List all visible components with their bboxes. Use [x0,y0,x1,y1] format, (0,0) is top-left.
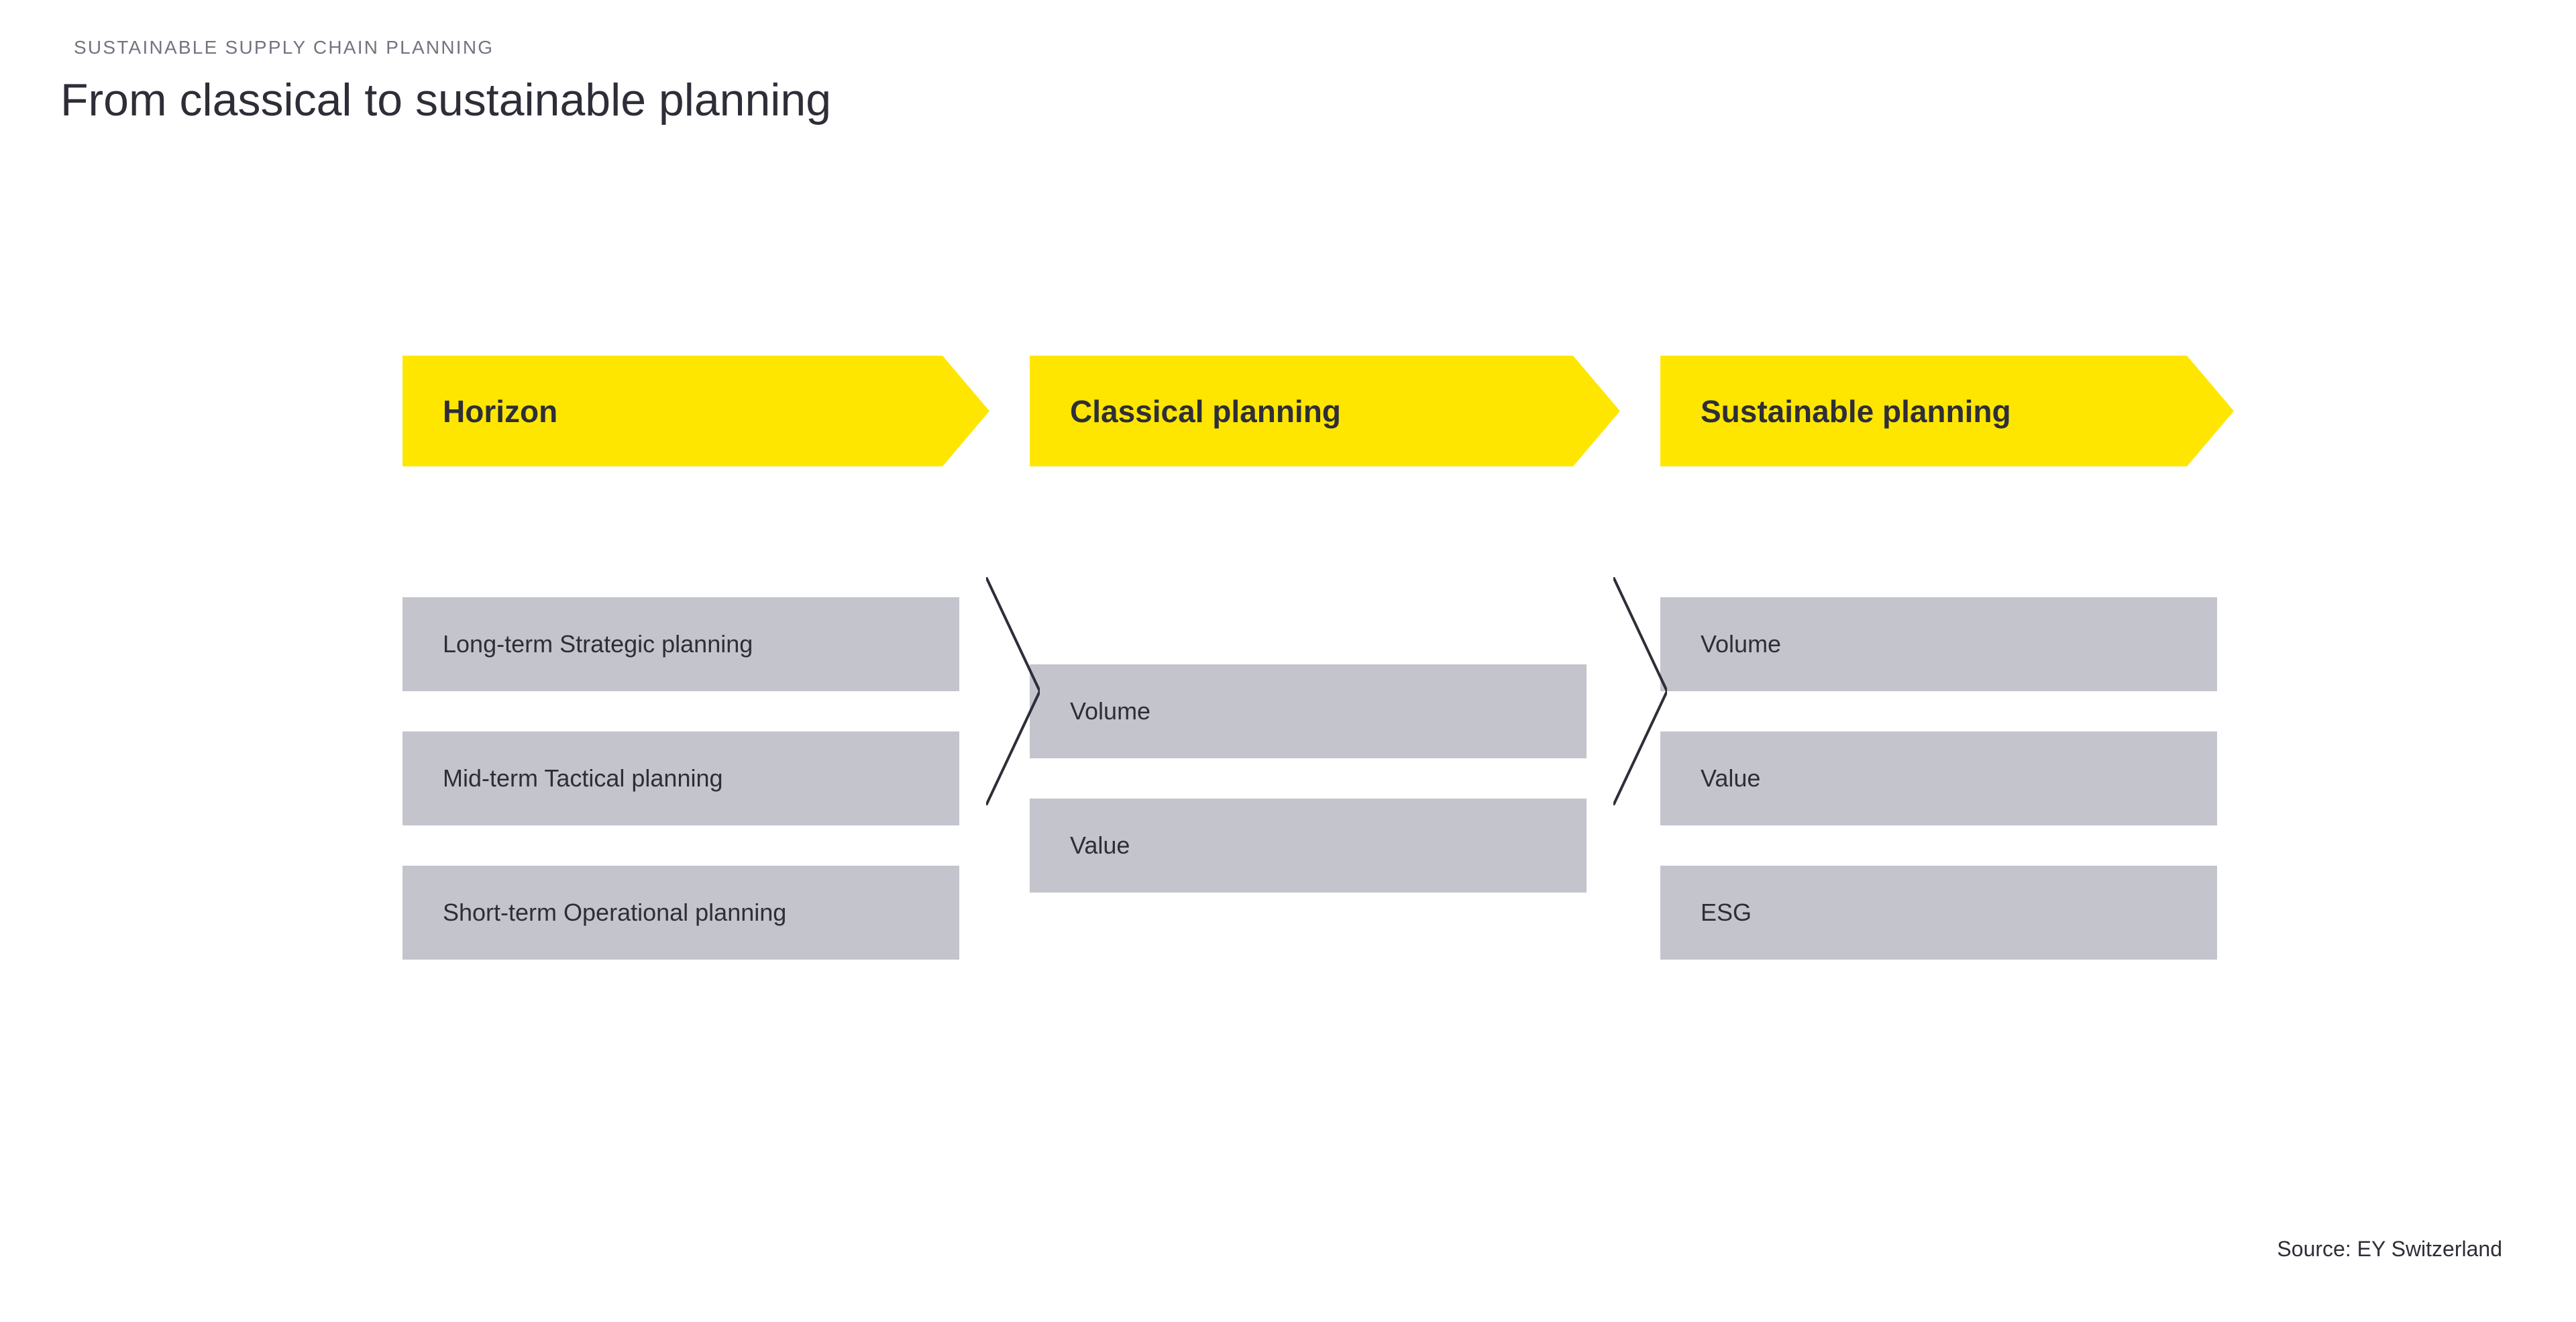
column-sustainable-items: Volume Value ESG [1660,527,2217,1030]
chevron-right-icon [1613,577,1667,805]
list-item: Volume [1660,597,2217,691]
column-horizon-label: Horizon [443,393,557,429]
column-horizon-items: Long-term Strategic planning Mid-term Ta… [402,527,959,1030]
column-classical-label: Classical planning [1070,393,1341,429]
list-item: ESG [1660,866,2217,960]
page-title: From classical to sustainable planning [60,74,831,126]
eyebrow-text: SUSTAINABLE SUPPLY CHAIN PLANNING [74,37,494,58]
column-classical: Classical planning Volume Value [1030,356,1620,1030]
list-item: Short-term Operational planning [402,866,959,960]
column-sustainable-label: Sustainable planning [1701,393,2011,429]
planning-diagram: Horizon Long-term Strategic planning Mid… [402,356,2241,1027]
column-classical-header: Classical planning [1030,356,1620,466]
list-item: Value [1030,799,1587,893]
column-sustainable: Sustainable planning Volume Value ESG [1660,356,2234,1030]
list-item: Mid-term Tactical planning [402,731,959,825]
column-sustainable-header: Sustainable planning [1660,356,2234,466]
column-horizon-header: Horizon [402,356,989,466]
column-classical-items: Volume Value [1030,527,1587,1030]
list-item: Value [1660,731,2217,825]
list-item: Long-term Strategic planning [402,597,959,691]
source-attribution: Source: EY Switzerland [2277,1237,2502,1262]
list-item: Volume [1030,664,1587,758]
column-horizon: Horizon Long-term Strategic planning Mid… [402,356,989,1030]
chevron-right-icon [986,577,1040,805]
